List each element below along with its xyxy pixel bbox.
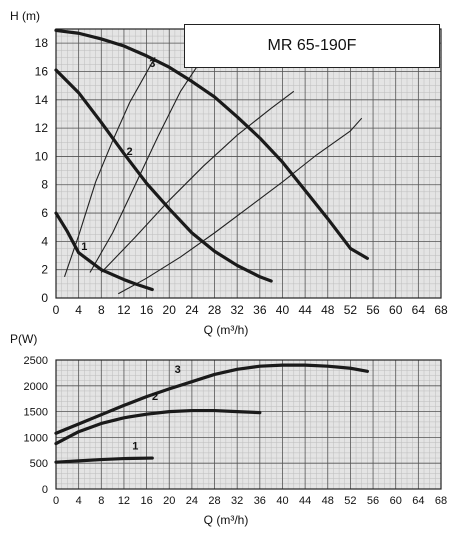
power-x-tick-label: 56 bbox=[367, 495, 379, 507]
head-x-tick-label: 16 bbox=[140, 303, 154, 317]
head-y-tick-label: 10 bbox=[35, 149, 49, 163]
chart-title: MR 65-190F bbox=[267, 37, 357, 54]
head-x-tick-label: 12 bbox=[117, 303, 131, 317]
head-x-tick-label: 8 bbox=[98, 303, 105, 317]
head-y-tick-label: 0 bbox=[41, 291, 48, 305]
head-x-axis-label: Q (m³/h) bbox=[204, 323, 249, 337]
power-x-tick-label: 0 bbox=[53, 495, 59, 507]
head-y-tick-label: 14 bbox=[35, 93, 49, 107]
power-y-tick-label: 500 bbox=[30, 458, 48, 470]
power-curve-label-3: 3 bbox=[175, 364, 181, 376]
head-x-tick-label: 56 bbox=[366, 303, 380, 317]
power-curve-label-1: 1 bbox=[132, 440, 138, 452]
power-series-line-1 bbox=[54, 456, 154, 464]
power-x-tick-label: 36 bbox=[254, 495, 266, 507]
power-x-axis-label: Q (m³/h) bbox=[204, 513, 249, 527]
power-y-tick-label: 2000 bbox=[24, 381, 48, 393]
head-series-line-2 bbox=[54, 68, 273, 283]
head-y-tick-label: 12 bbox=[35, 121, 49, 135]
head-system-curve bbox=[63, 57, 156, 277]
power-series-line-2 bbox=[54, 408, 262, 446]
power-curve-label-2: 2 bbox=[152, 391, 158, 403]
head-y-tick-label: 16 bbox=[35, 64, 49, 78]
head-x-tick-label: 24 bbox=[185, 303, 199, 317]
power-x-tick-label: 68 bbox=[435, 495, 447, 507]
head-x-tick-label: 28 bbox=[208, 303, 222, 317]
head-x-tick-label: 32 bbox=[230, 303, 244, 317]
head-panel: 0 4 8 12 16 20 24 28 32 36 40 44 48 52 56 60 64 680246810… bbox=[10, 9, 448, 337]
power-x-tick-label: 20 bbox=[163, 495, 175, 507]
power-y-tick-label: 1000 bbox=[24, 432, 48, 444]
head-x-tick-label: 60 bbox=[389, 303, 403, 317]
chart-title-box: MR 65-190F bbox=[184, 24, 440, 68]
power-x-tick-label: 44 bbox=[299, 495, 311, 507]
head-x-tick-label: 4 bbox=[75, 303, 82, 317]
power-x-tick-label: 32 bbox=[231, 495, 243, 507]
head-y-tick-label: 4 bbox=[41, 234, 48, 248]
power-panel: 0 4 8 12 16 20 24 28 32 36 40 44 48 52 56 60 64 680500100… bbox=[10, 332, 447, 527]
head-curve-label-3: 3 bbox=[149, 58, 155, 70]
power-x-tick-label: 64 bbox=[412, 495, 424, 507]
power-y-tick-label: 2500 bbox=[24, 355, 48, 367]
power-x-tick-label: 28 bbox=[208, 495, 220, 507]
power-x-tick-label: 60 bbox=[390, 495, 402, 507]
head-curve-label-1: 1 bbox=[81, 241, 87, 253]
head-x-tick-label: 36 bbox=[253, 303, 267, 317]
head-y-tick-label: 18 bbox=[35, 36, 49, 50]
head-y-tick-label: 8 bbox=[41, 178, 48, 192]
head-x-tick-label: 52 bbox=[344, 303, 358, 317]
head-x-tick-label: 0 bbox=[53, 303, 60, 317]
head-y-tick-label: 6 bbox=[41, 206, 48, 220]
head-x-tick-label: 44 bbox=[298, 303, 312, 317]
power-x-tick-label: 48 bbox=[322, 495, 334, 507]
power-frame bbox=[55, 359, 442, 490]
power-x-tick-label: 4 bbox=[76, 495, 82, 507]
power-series-line-3 bbox=[54, 363, 369, 435]
head-y-tick-label: 2 bbox=[41, 263, 48, 277]
power-y-tick-label: 0 bbox=[42, 484, 48, 496]
head-system-curve bbox=[89, 57, 204, 273]
head-system-curve bbox=[100, 90, 295, 273]
head-x-tick-label: 68 bbox=[434, 303, 448, 317]
power-x-tick-label: 52 bbox=[344, 495, 356, 507]
power-x-tick-label: 12 bbox=[118, 495, 130, 507]
power-x-tick-label: 8 bbox=[98, 495, 104, 507]
power-x-tick-label: 40 bbox=[276, 495, 288, 507]
power-y-axis-label: P(W) bbox=[10, 332, 37, 346]
head-series-line-1 bbox=[54, 211, 154, 292]
head-x-tick-label: 40 bbox=[276, 303, 290, 317]
power-x-tick-label: 24 bbox=[186, 495, 198, 507]
head-x-tick-label: 20 bbox=[163, 303, 177, 317]
power-x-tick-label: 16 bbox=[140, 495, 152, 507]
head-x-tick-label: 64 bbox=[412, 303, 426, 317]
power-y-tick-label: 1500 bbox=[24, 407, 48, 419]
head-series-line-3 bbox=[54, 28, 369, 260]
head-x-tick-label: 48 bbox=[321, 303, 335, 317]
head-curve-label-2: 2 bbox=[127, 146, 133, 158]
head-y-axis-label: H (m) bbox=[10, 9, 40, 23]
head-system-curve bbox=[118, 117, 363, 295]
